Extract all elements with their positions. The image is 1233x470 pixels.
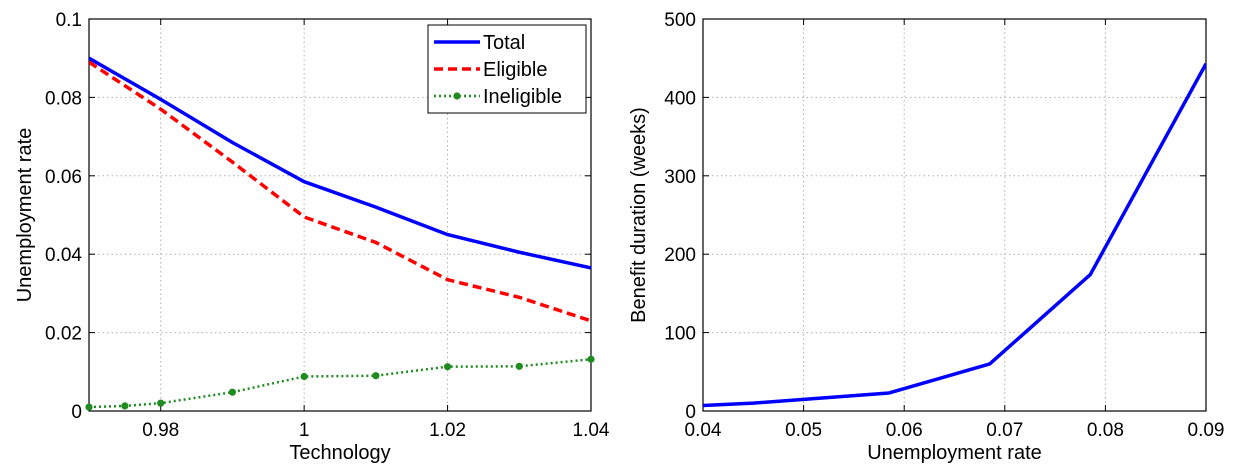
legend-label-ineligible: Ineligible (483, 86, 562, 108)
y-tick-label: 500 (664, 10, 696, 31)
legend-label-total: Total (483, 32, 525, 54)
y-tick-label: 0.1 (56, 10, 82, 31)
y-tick-label: 300 (664, 167, 696, 188)
series-point-ineligible (228, 388, 237, 396)
chart-1: 0.98 1 1.02 1.04 0 0.02 0.04 0.06 0.08 0.1 Technol… (14, 10, 610, 464)
series-point-ineligible (443, 363, 452, 371)
legend-marker (453, 92, 461, 100)
y-tick-label: 0.06 (45, 167, 82, 188)
x-tick-label: 0.06 (886, 420, 923, 441)
series-point-ineligible (515, 362, 523, 370)
y-tick-label: 0 (685, 402, 696, 423)
x-tick-label: 0.05 (785, 420, 822, 441)
series-point-ineligible (85, 403, 93, 411)
x-tick-label: 0.07 (986, 420, 1023, 441)
x-tick-label: 0.04 (685, 420, 722, 441)
y-tick-label: 100 (664, 324, 696, 345)
x-axis-label: Technology (289, 442, 390, 464)
series-point-ineligible (372, 372, 380, 380)
legend: Total Eligible Ineligible (427, 24, 587, 114)
y-tick-label: 0.08 (45, 88, 82, 109)
chart-2: 0.04 0.05 0.06 0.07 0.08 0.09 0 100 200 300 400 500… (628, 10, 1224, 464)
x-tick-label: 1.02 (429, 420, 466, 441)
y-axis-label: Benefit duration (weeks) (628, 107, 650, 323)
series-line-total (89, 56, 591, 270)
x-axis-label: Unemployment rate (867, 442, 1042, 464)
series-point-ineligible (157, 399, 165, 407)
series-point-ineligible (587, 355, 595, 363)
y-axis-label: Unemployment rate (14, 128, 36, 303)
series-point-ineligible (300, 372, 308, 381)
plot-frame (702, 18, 1207, 412)
series-line-1 (703, 62, 1206, 408)
y-tick-label: 400 (664, 88, 696, 109)
x-tick-label: 1 (299, 420, 310, 441)
series-line-eligible (89, 60, 591, 323)
legend-label-eligible: Eligible (483, 59, 547, 81)
y-tick-label: 200 (664, 245, 696, 266)
y-tick-label: 0 (71, 402, 82, 423)
series-point-ineligible (121, 402, 129, 410)
y-tick-label: 0.02 (45, 324, 82, 345)
x-tick-label: 0.98 (142, 420, 179, 441)
x-tick-label: 0.09 (1188, 420, 1225, 441)
y-tick-label: 0.04 (45, 245, 82, 266)
x-tick-label: 1.04 (573, 420, 610, 441)
x-tick-label: 0.08 (1087, 420, 1124, 441)
plot-frame (88, 18, 592, 412)
